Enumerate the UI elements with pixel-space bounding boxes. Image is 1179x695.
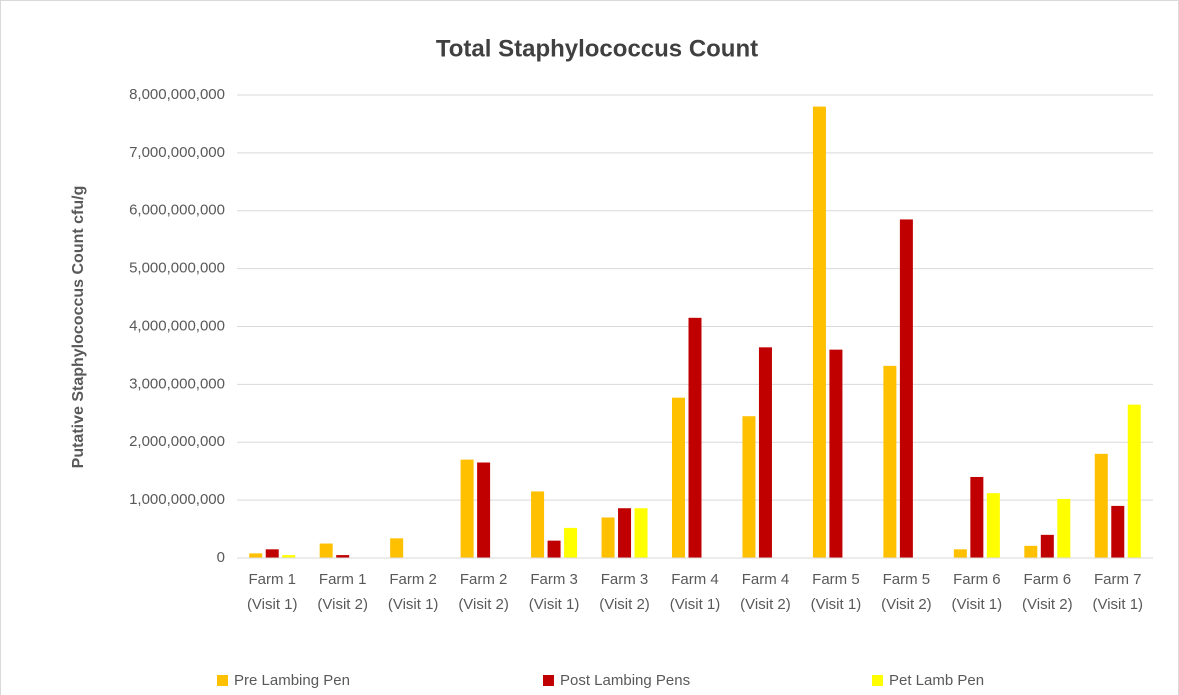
y-tick-label: 4,000,000,000 (129, 317, 225, 334)
bar (618, 508, 632, 558)
bar (742, 416, 756, 558)
bar (899, 219, 913, 558)
bar (249, 553, 263, 558)
x-tick-label: Farm 3 (Visit 1) (529, 571, 580, 613)
bar (265, 549, 279, 558)
chart-title: Total Staphylococcus Count (436, 35, 758, 62)
bar (319, 543, 333, 558)
x-tick-label: Farm 6 (Visit 2) (1022, 571, 1073, 613)
bar (1057, 498, 1071, 558)
legend-swatch (872, 675, 883, 686)
bar (883, 365, 897, 558)
bar (547, 540, 561, 558)
bar (460, 459, 474, 558)
bar (477, 462, 491, 558)
legend-swatch (217, 675, 228, 686)
bar (564, 527, 578, 558)
y-tick-label: 8,000,000,000 (129, 86, 225, 103)
bar (672, 397, 685, 558)
bar (1127, 404, 1141, 558)
bar (688, 317, 702, 558)
bar (601, 517, 615, 558)
legend-label: Pre Lambing Pen (234, 672, 350, 689)
y-tick-label: 3,000,000,000 (129, 375, 225, 392)
bar (829, 349, 843, 558)
y-tick-label: 1,000,000,000 (129, 491, 225, 508)
legend-swatch (543, 675, 554, 686)
legend-label: Pet Lamb Pen (889, 672, 984, 689)
bar (812, 106, 826, 558)
bar (531, 491, 545, 558)
bar (1111, 505, 1125, 558)
x-tick-label: Farm 2 (Visit 2) (458, 571, 509, 613)
x-tick-label: Farm 4 (Visit 2) (740, 571, 791, 613)
y-tick-label: 5,000,000,000 (129, 260, 225, 277)
bar (953, 549, 967, 558)
bar (970, 476, 984, 558)
y-tick-label: 0 (217, 549, 225, 566)
x-tick-label: Farm 5 (Visit 1) (811, 571, 862, 613)
x-tick-label: Farm 4 (Visit 1) (670, 571, 721, 613)
bar (1094, 453, 1108, 558)
x-tick-label: Farm 5 (Visit 2) (881, 571, 932, 613)
bar (758, 347, 772, 558)
bar (282, 555, 296, 558)
y-tick-label: 7,000,000,000 (129, 144, 225, 161)
x-tick-label: Farm 6 (Visit 1) (952, 571, 1003, 613)
x-tick-label: Farm 1 (Visit 2) (317, 571, 368, 613)
y-axis-label: Putative Staphylococcus Count cfu/g (70, 186, 87, 469)
x-tick-label: Farm 2 (Visit 1) (388, 571, 439, 613)
legend-label: Post Lambing Pens (560, 672, 690, 689)
y-tick-label: 2,000,000,000 (129, 433, 225, 450)
y-tick-label: 6,000,000,000 (129, 202, 225, 219)
x-tick-label: Farm 1 (Visit 1) (247, 571, 298, 613)
bar (986, 493, 1000, 558)
x-tick-label: Farm 7 (Visit 1) (1092, 571, 1143, 613)
bar (336, 555, 350, 558)
x-tick-label: Farm 3 (Visit 2) (599, 571, 650, 613)
bar (1040, 534, 1054, 558)
bar (390, 538, 404, 558)
bar (634, 508, 648, 558)
bar (1024, 545, 1038, 558)
